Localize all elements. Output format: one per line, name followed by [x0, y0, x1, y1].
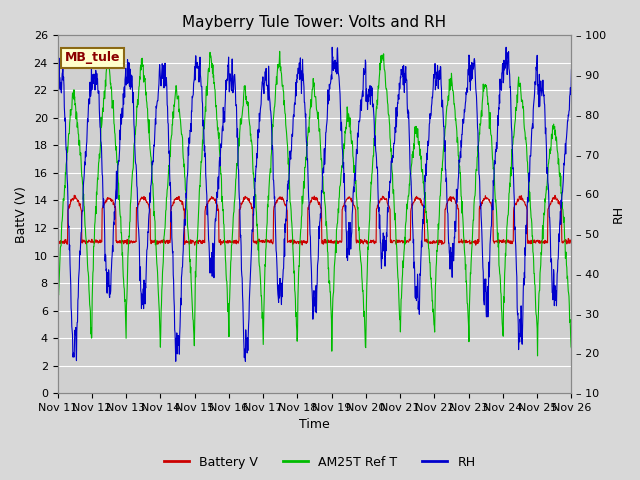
Title: Mayberry Tule Tower: Volts and RH: Mayberry Tule Tower: Volts and RH	[182, 15, 447, 30]
Y-axis label: BattV (V): BattV (V)	[15, 186, 28, 243]
X-axis label: Time: Time	[299, 419, 330, 432]
Text: MB_tule: MB_tule	[65, 51, 121, 64]
Y-axis label: RH: RH	[612, 205, 625, 223]
Legend: Battery V, AM25T Ref T, RH: Battery V, AM25T Ref T, RH	[159, 451, 481, 474]
